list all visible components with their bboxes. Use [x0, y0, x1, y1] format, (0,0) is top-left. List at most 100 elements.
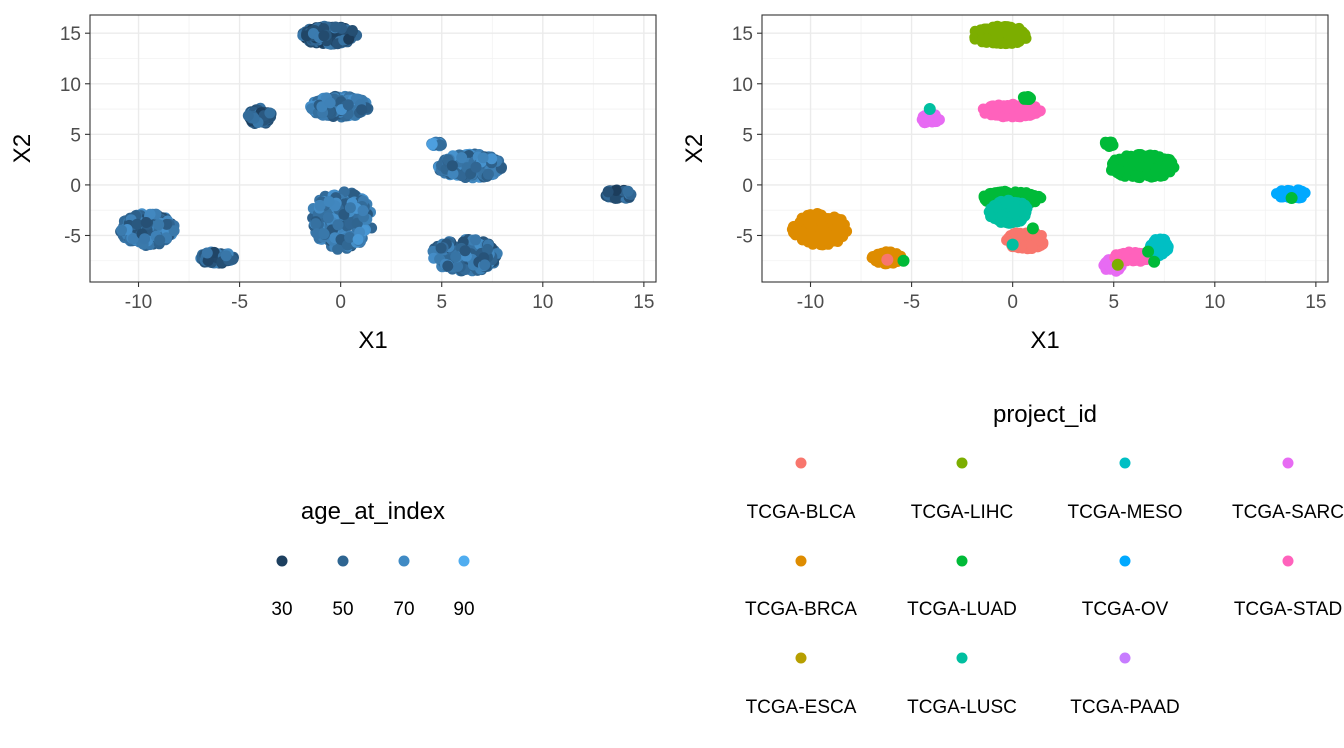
legend-key — [795, 652, 807, 664]
data-point — [131, 218, 143, 230]
x-axis-title: X1 — [1030, 327, 1059, 354]
data-point — [1117, 153, 1129, 165]
data-point — [841, 225, 853, 237]
legend-key — [1119, 652, 1131, 664]
legend-label: TCGA-LUAD — [907, 599, 1017, 620]
data-point — [1159, 245, 1171, 257]
data-point — [242, 110, 254, 122]
data-point — [332, 243, 344, 255]
data-point — [805, 235, 817, 247]
data-point — [140, 217, 152, 228]
data-point — [1153, 235, 1165, 247]
data-point — [1008, 201, 1020, 212]
data-point — [1148, 255, 1161, 268]
legend-label: TCGA-ESCA — [746, 697, 857, 718]
data-point — [1014, 228, 1026, 240]
data-point — [991, 201, 1003, 213]
data-point — [801, 213, 813, 225]
data-point — [870, 250, 882, 262]
data-point — [332, 219, 344, 231]
legend-label: TCGA-LIHC — [911, 502, 1013, 523]
data-point — [447, 168, 459, 180]
data-point — [352, 234, 364, 245]
data-point — [897, 254, 910, 267]
legend-key — [458, 555, 470, 567]
data-point — [116, 224, 127, 236]
data-point — [1002, 217, 1014, 229]
legend-key — [795, 555, 807, 567]
data-point — [477, 152, 489, 164]
legend-label: TCGA-SARC — [1232, 502, 1344, 523]
data-point — [609, 192, 621, 204]
legend-label: TCGA-STAD — [1234, 599, 1342, 620]
x-tick-label: 5 — [1108, 292, 1119, 313]
data-point — [168, 225, 180, 237]
data-point — [357, 205, 369, 217]
data-point — [356, 104, 368, 116]
data-point — [346, 25, 358, 36]
data-point — [435, 242, 447, 254]
data-point — [161, 218, 173, 230]
y-tick-label: 15 — [60, 24, 81, 45]
data-point — [482, 168, 494, 180]
data-point — [314, 200, 326, 212]
y-tick-label: -5 — [736, 226, 753, 247]
data-point — [1160, 160, 1172, 172]
data-point — [1001, 103, 1013, 115]
data-point — [1127, 155, 1139, 167]
panel-project-id: -10 -5 0 5 10 15 -5 0 5 10 15 X1 X2 project_id TCGA-BL… — [681, 14, 1344, 718]
y-tick-label: 10 — [60, 75, 81, 96]
data-point — [1130, 170, 1141, 182]
legend-key — [956, 652, 968, 664]
data-point — [1110, 249, 1122, 261]
data-point — [994, 27, 1005, 39]
data-point — [1020, 106, 1032, 117]
y-tick-label: 5 — [70, 125, 81, 146]
data-point — [1111, 258, 1124, 271]
data-point — [1102, 138, 1114, 150]
data-point — [127, 233, 139, 245]
data-point — [482, 243, 493, 255]
data-point — [310, 218, 322, 230]
legend: project_id TCGA-BLCA TCGA-BRCA TCGA-ESCA TCG… — [745, 401, 1344, 718]
legend: age_at_index 30 50 70 90 — [271, 498, 474, 620]
data-point — [153, 219, 165, 231]
data-point — [1153, 151, 1165, 163]
data-point — [1026, 222, 1039, 235]
x-tick-label: 0 — [1007, 292, 1018, 313]
y-tick-label: 10 — [732, 75, 753, 96]
x-tick-label: 0 — [335, 292, 346, 313]
x-tick-label: 15 — [633, 292, 654, 313]
x-tick-label: -10 — [125, 292, 152, 313]
legend-key — [276, 555, 288, 567]
legend-key — [398, 555, 410, 567]
data-point — [452, 260, 464, 272]
data-point — [1020, 91, 1033, 104]
data-point — [823, 233, 835, 245]
y-tick-label: 0 — [70, 176, 81, 197]
y-tick-label: 15 — [732, 24, 753, 45]
legend-label: TCGA-BRCA — [745, 599, 857, 620]
x-tick-label: -10 — [797, 292, 824, 313]
data-point — [622, 185, 634, 197]
legend-title: age_at_index — [301, 498, 445, 525]
legend-key — [337, 555, 349, 567]
plot-area — [90, 15, 656, 282]
legend-label: TCGA-OV — [1082, 599, 1169, 620]
data-point — [1133, 247, 1145, 259]
data-point — [342, 99, 354, 111]
x-tick-label: 10 — [1204, 292, 1225, 313]
legend-label: 90 — [453, 599, 474, 620]
plot-border — [761, 14, 1329, 283]
data-point — [322, 212, 334, 224]
data-point — [1142, 245, 1155, 258]
data-point — [470, 161, 482, 173]
x-axis-title: X1 — [358, 327, 387, 354]
legend-label: TCGA-MESO — [1067, 502, 1182, 523]
data-point — [144, 208, 156, 220]
y-tick-label: -5 — [64, 226, 81, 247]
data-point — [1025, 190, 1037, 202]
x-tick-label: -5 — [231, 292, 248, 313]
data-point — [264, 107, 276, 119]
data-point — [1150, 163, 1162, 175]
